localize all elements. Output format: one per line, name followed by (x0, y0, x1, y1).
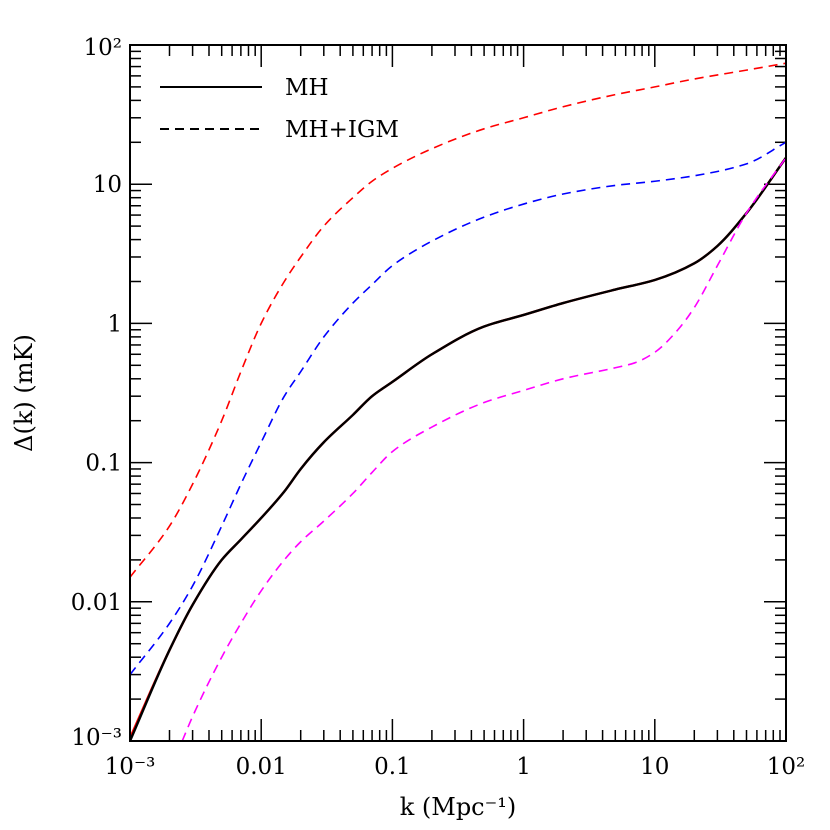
y-tick-label: 10⁻³ (71, 725, 122, 751)
plot-frame (129, 44, 787, 742)
y-tick-label: 0.1 (85, 451, 122, 477)
series-layer (128, 62, 787, 742)
legend: MH MH+IGM (160, 75, 399, 143)
legend-label-dashed: MH+IGM (285, 117, 399, 143)
y-tick-label: 10 (93, 172, 122, 198)
y-tick-label: 0.01 (71, 590, 122, 616)
axis-ticks (129, 45, 786, 742)
series-line-0 (129, 62, 787, 578)
x-axis-label: k (Mpc⁻¹) (400, 793, 517, 821)
series-line-2 (128, 157, 787, 739)
x-tick-label: 10 (640, 754, 669, 780)
x-tick-label: 1 (516, 754, 531, 780)
y-axis-label: Δ(k) (mK) (10, 334, 38, 452)
tick-labels: 10⁻³ 0.01 0.1 1 10 10² 10⁻³ 0.01 0.1 1 10 10² (71, 35, 805, 780)
series-line-1 (129, 141, 787, 676)
series-line-3 (128, 157, 787, 742)
y-tick-label: 1 (107, 311, 122, 337)
x-tick-label: 10⁻³ (105, 754, 156, 780)
x-tick-label: 0.1 (374, 754, 411, 780)
y-tick-label: 10² (84, 35, 123, 61)
legend-label-solid: MH (285, 75, 329, 101)
x-tick-label: 10² (767, 754, 806, 780)
series-line-4 (181, 157, 787, 742)
x-tick-label: 0.01 (236, 754, 287, 780)
